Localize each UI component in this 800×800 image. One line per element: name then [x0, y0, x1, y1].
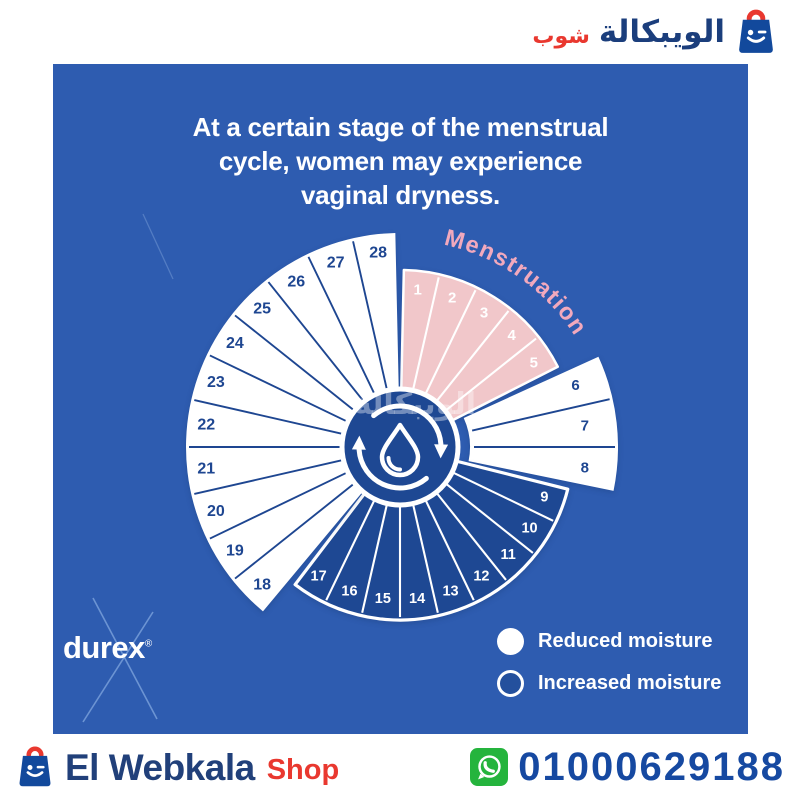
day-21-label: 21 — [197, 460, 215, 477]
segment-group-reduced-moisture-early: 6 7 8 — [463, 356, 618, 491]
day-14-label: 14 — [409, 591, 425, 607]
day-26-label: 26 — [287, 273, 305, 290]
day-17-label: 17 — [311, 569, 327, 585]
segment-group-increased-moisture: 910 11 12 13 14 15 16 17 — [293, 445, 570, 622]
bottom-footer: El Webkala Shop 01000629188 — [0, 734, 800, 800]
water-droplet-icon — [379, 422, 421, 478]
shop-bag-icon — [19, 745, 51, 786]
day-15-label: 15 — [375, 591, 391, 607]
top-header: الويبكالة شوب — [0, 0, 800, 64]
watermark-x-line — [92, 597, 158, 720]
day-5-label: 5 — [530, 354, 538, 371]
day-27-label: 27 — [327, 254, 345, 271]
day-20-label: 20 — [207, 503, 225, 520]
day-19-label: 19 — [226, 542, 244, 559]
day-9-label: 9 — [540, 490, 548, 506]
reduced-moisture-label: Reduced moisture — [538, 630, 713, 652]
day-28-label: 28 — [369, 245, 387, 262]
day-16-label: 16 — [341, 583, 357, 599]
watermark-line — [142, 213, 174, 280]
cycle-center — [339, 386, 461, 508]
legend-row-reduced: Reduced moisture — [497, 628, 721, 655]
el-webkala-logo[interactable]: El Webkala Shop — [15, 745, 339, 790]
day-3-label: 3 — [480, 305, 488, 322]
day-7-label: 7 — [581, 418, 589, 435]
day-10-label: 10 — [521, 520, 537, 536]
title-line-1: At a certain stage of the menstrual — [192, 112, 609, 142]
increased-moisture-label: Increased moisture — [538, 672, 722, 694]
brand-arabic-suffix: شوب — [532, 24, 590, 49]
center-watermark: الويبكالة — [354, 387, 476, 422]
cycle-arrows-icon — [351, 403, 449, 491]
durex-logo: durex® — [63, 630, 152, 666]
whatsapp-icon — [470, 748, 509, 786]
day-23-label: 23 — [207, 374, 225, 391]
webkala-arabic-logo[interactable]: الويبكالة شوب — [532, 8, 778, 57]
day-6-label: 6 — [571, 377, 579, 394]
day-13-label: 13 — [442, 583, 458, 599]
phone-number: 01000629188 — [518, 745, 785, 789]
day-2-label: 2 — [448, 289, 456, 306]
watermark-x-line — [82, 611, 154, 723]
day-11-label: 11 — [501, 547, 516, 563]
day-24-label: 24 — [226, 335, 244, 352]
increased-moisture-marker — [497, 670, 524, 697]
durex-wordmark: durex — [63, 630, 145, 665]
segment-group-reduced-moisture-late: 18 19 20 21 22 23 24 25 26 27 28 — [186, 233, 400, 612]
legend-row-increased: Increased moisture — [497, 670, 721, 697]
reduced-moisture-marker — [497, 628, 524, 655]
day-18-label: 18 — [253, 576, 271, 593]
title-line-2: cycle, women may experience — [218, 146, 583, 176]
title-line-3: vaginal dryness. — [301, 180, 500, 210]
cycle-wheel: 1 234567891011121314151617181920212223242… — [82, 213, 618, 723]
shop-bag-icon — [739, 9, 773, 53]
legend: Reduced moisture Increased moisture — [497, 628, 721, 697]
footer-brand-name: El Webkala — [65, 746, 255, 788]
infographic-panel: At a certain stage of the menstrual cycl… — [53, 64, 748, 734]
day-1-label: 1 — [414, 281, 422, 298]
day-25-label: 25 — [253, 301, 271, 318]
day-22-label: 22 — [197, 417, 215, 434]
infographic-title: At a certain stage of the menstrual cycl… — [53, 110, 748, 212]
day-8-label: 8 — [581, 459, 589, 476]
day-4-label: 4 — [508, 327, 517, 344]
whatsapp-contact[interactable]: 01000629188 — [470, 747, 785, 787]
registered-mark: ® — [144, 638, 152, 650]
footer-brand-suffix: Shop — [266, 753, 340, 786]
day-12-label: 12 — [473, 569, 489, 585]
brand-arabic-text: الويبكالة — [598, 13, 725, 50]
